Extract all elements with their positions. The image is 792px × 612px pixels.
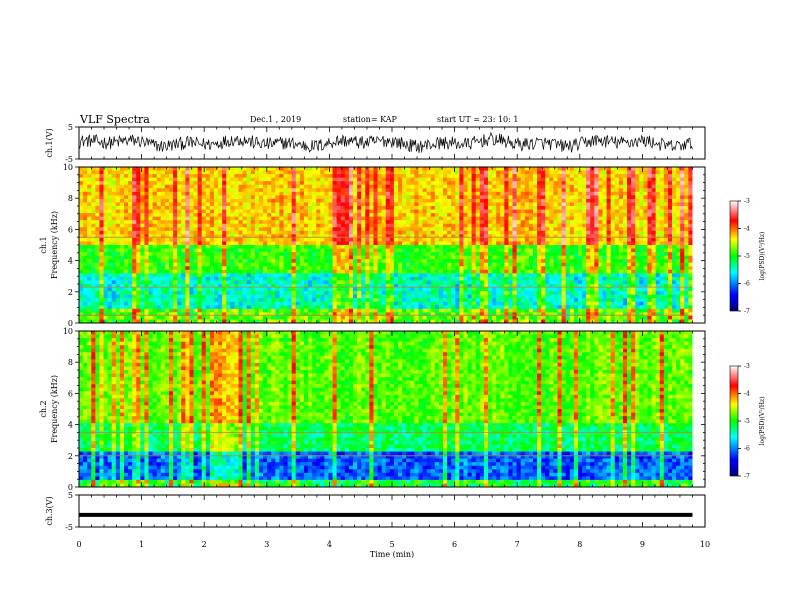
ch2-colorbar-ticks: -3 -4 -5 -6 -7 <box>738 363 750 480</box>
colorbar-tick-label: -4 <box>744 391 750 398</box>
ch2-ytick-label: 6 <box>68 389 73 398</box>
colorbar-tick-label: -4 <box>744 226 750 233</box>
ch3-waveform-panel: 5 -50 1 2 3 4 5 6 7 8 9 10 <box>65 491 710 549</box>
ch3-ytick-label: 5 <box>68 491 73 500</box>
x-tick-label: 8 <box>577 540 582 549</box>
ch1-waveform-panel: 5 -5 <box>65 123 706 164</box>
x-tick-label: 6 <box>452 540 457 549</box>
x-tick-label: 5 <box>389 540 394 549</box>
ch2-spectrogram-panel: 0 2 4 6 8 10 <box>63 327 706 492</box>
colorbar-tick-label: -6 <box>744 446 750 453</box>
ch3-ytick-label: -5 <box>65 523 73 532</box>
x-tick-label: 2 <box>202 540 207 549</box>
colorbar-tick-label: -6 <box>744 281 750 288</box>
ch2-ytick-label: 2 <box>68 452 73 461</box>
ch1-ytick-label: 6 <box>68 225 73 234</box>
ch1-voltage-ylabel: ch.1(V) <box>45 128 54 157</box>
ch1-colorbar-label: log(PSD)(V²/Hz) <box>759 232 766 281</box>
ch1-channel-ylabel: ch.1 <box>39 236 48 253</box>
ch1-spectrogram-image <box>79 167 693 324</box>
x-tick-label: 10 <box>700 540 710 549</box>
ch2-frequency-ylabel: Frequency (kHz) <box>50 375 59 443</box>
ch1-colorbar-ticks: -3 -4 -5 -6 -7 <box>738 198 750 315</box>
ch2-ytick-label: 10 <box>63 327 73 336</box>
colorbar-tick-label: -3 <box>744 198 750 205</box>
ch2-spectrogram-image <box>79 331 693 488</box>
x-tick-label: 3 <box>264 540 269 549</box>
ch1-ytick-label: 8 <box>68 194 73 203</box>
ch1-ytick-label: 5 <box>68 123 73 132</box>
no-data-region <box>692 331 705 487</box>
colorbar-tick-label: -5 <box>744 418 750 425</box>
x-tick-label: 9 <box>640 540 645 549</box>
start-time-label: start UT = 23: 10: 1 <box>437 115 518 124</box>
ch1-ytick-label: 4 <box>68 257 73 266</box>
station-label: station= KAP <box>343 115 398 124</box>
ch1-frequency-ylabel: Frequency (kHz) <box>50 211 59 279</box>
ch2-ytick-label: 8 <box>68 358 73 367</box>
ch2-ytick-label: 4 <box>68 421 73 430</box>
ch3-voltage-ylabel: ch.3(V) <box>45 496 54 525</box>
x-tick-label: 7 <box>515 540 520 549</box>
date-label: Dec.1 , 2019 <box>250 115 301 124</box>
figure-title: VLF Spectra <box>79 113 150 126</box>
colorbar-tick-label: -5 <box>744 253 750 260</box>
x-tick-label: 4 <box>327 540 332 549</box>
ch1-waveform-line <box>78 131 693 153</box>
no-data-region <box>692 167 705 323</box>
ch2-channel-ylabel: ch.2 <box>39 400 48 417</box>
ch1-ytick-label: -5 <box>65 155 73 164</box>
ch2-ytick-label: 0 <box>68 483 73 492</box>
x-tick-label: 1 <box>139 540 144 549</box>
ch2-colorbar-label: log(PSD)(V²/Hz) <box>759 397 766 446</box>
colorbar-tick-label: -3 <box>744 363 750 370</box>
colorbar-tick-label: -7 <box>744 308 750 315</box>
ch1-ytick-label: 0 <box>68 319 73 328</box>
ch1-ytick-label: 10 <box>63 163 73 172</box>
ch1-spectrogram-panel: 0 2 4 6 8 10 <box>63 163 706 328</box>
colorbar-tick-label: -7 <box>744 473 750 480</box>
x-tick-label: 0 <box>76 540 81 549</box>
ch1-ytick-label: 2 <box>68 288 73 297</box>
x-axis-label: Time (min) <box>370 550 414 559</box>
